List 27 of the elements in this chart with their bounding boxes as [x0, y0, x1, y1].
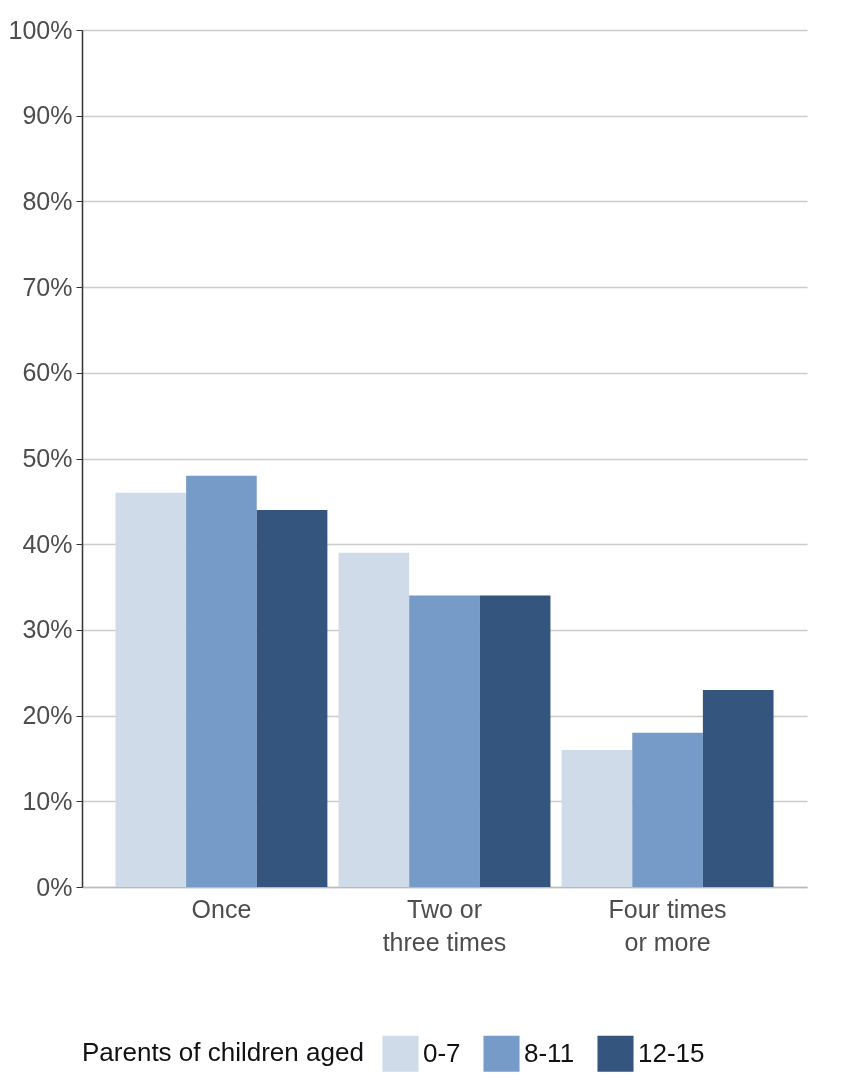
legend-label: 12-15: [638, 1037, 705, 1068]
bar: [702, 689, 774, 887]
x-tick-label: Four times or more: [608, 894, 727, 956]
y-tick-label: 10%: [22, 786, 73, 815]
legend-title: Parents of children aged: [82, 1037, 364, 1067]
bar: [479, 595, 551, 887]
bar: [632, 732, 703, 887]
y-tick-label: 100%: [8, 15, 73, 44]
bar: [409, 595, 480, 887]
y-tick-label: 50%: [22, 444, 73, 472]
x-tick-label: Two or three times: [382, 894, 507, 956]
y-tick-label: 30%: [22, 615, 73, 644]
bar: [186, 475, 257, 887]
y-tick-label: 80%: [22, 186, 73, 215]
y-tick-label: 60%: [22, 358, 73, 387]
bar: [256, 509, 328, 887]
y-tick-label: 40%: [22, 529, 73, 558]
bar: [338, 552, 410, 887]
y-tick-label: 0%: [36, 872, 73, 901]
y-tick-label: 90%: [22, 101, 73, 130]
bar: [561, 749, 633, 887]
bar: [115, 492, 187, 887]
y-tick-label: 70%: [22, 272, 73, 301]
y-tick-label: 20%: [22, 701, 73, 730]
x-tick-label: Once: [191, 894, 252, 923]
legend-label: 8-11: [524, 1037, 575, 1068]
legend-label: 0-7: [423, 1037, 461, 1068]
